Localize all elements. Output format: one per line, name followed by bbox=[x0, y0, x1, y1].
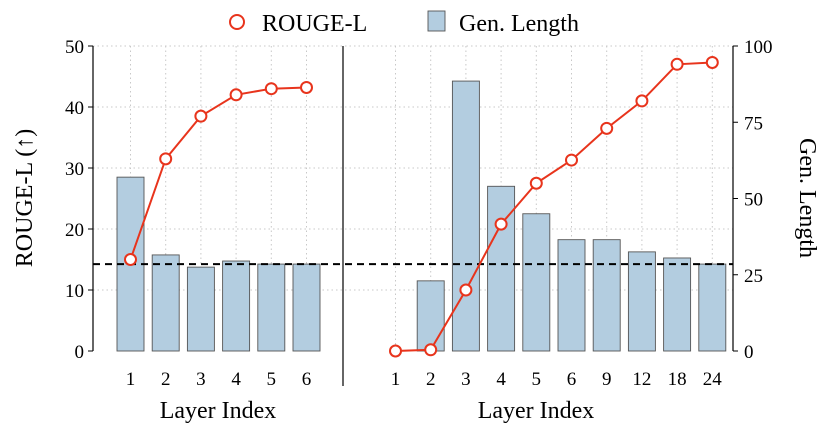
rouge-point bbox=[635, 94, 649, 108]
right-tick-label: 50 bbox=[744, 190, 763, 211]
gen-length-bar bbox=[222, 260, 251, 352]
legend-length-marker bbox=[427, 10, 446, 32]
x-tick-label: 6 bbox=[302, 369, 312, 390]
gen-length-bar bbox=[257, 263, 286, 352]
left-tick-label: 40 bbox=[65, 98, 84, 119]
gen-length-bar bbox=[186, 266, 215, 352]
gen-length-bar bbox=[557, 239, 586, 352]
rouge-point bbox=[670, 57, 684, 71]
legend-rouge-marker bbox=[229, 14, 245, 30]
right-tick-label: 0 bbox=[744, 342, 754, 363]
x-tick-label: 1 bbox=[391, 369, 401, 390]
x-tick-label: 2 bbox=[426, 369, 436, 390]
x-tick-label: 1 bbox=[126, 369, 136, 390]
rouge-point bbox=[300, 80, 313, 94]
rouge-point bbox=[124, 253, 137, 266]
rouge-point bbox=[565, 153, 578, 167]
x-tick-label: 24 bbox=[703, 369, 723, 390]
x-tick-label: 5 bbox=[267, 369, 277, 390]
left-tick-label: 10 bbox=[65, 281, 84, 302]
rouge-layer bbox=[124, 55, 719, 358]
left-tick-label: 50 bbox=[65, 37, 84, 58]
x-tick-label: 3 bbox=[196, 369, 206, 390]
gen-length-bar bbox=[487, 185, 516, 352]
left-tick-label: 20 bbox=[65, 220, 84, 241]
x-tick-label: 12 bbox=[632, 369, 651, 390]
x-tick-label: 18 bbox=[668, 369, 687, 390]
rouge-point bbox=[600, 121, 614, 135]
left-tick-label: 30 bbox=[65, 159, 84, 180]
rouge-point bbox=[529, 176, 543, 190]
rouge-point bbox=[705, 55, 719, 69]
x-tick-label: 6 bbox=[567, 369, 577, 390]
gen-length-bar bbox=[416, 280, 445, 352]
gen-length-bar bbox=[451, 80, 480, 352]
legend: ROUGE-L Gen. Length bbox=[229, 10, 579, 37]
x-tick-label: 4 bbox=[496, 369, 506, 390]
bars-layer bbox=[116, 80, 727, 352]
gen-length-bar bbox=[151, 254, 180, 352]
gen-length-bar bbox=[698, 263, 727, 352]
gen-length-bar bbox=[592, 239, 621, 352]
x-tick-label: 2 bbox=[161, 369, 171, 390]
rouge-point bbox=[229, 88, 243, 102]
rouge-line bbox=[129, 86, 307, 260]
gen-length-bar bbox=[522, 213, 551, 352]
gen-length-bar bbox=[627, 251, 656, 352]
rouge-point bbox=[459, 283, 473, 297]
gen-length-bar bbox=[292, 263, 321, 352]
right-tick-label: 25 bbox=[744, 266, 763, 287]
x-tick-label: 5 bbox=[532, 369, 542, 390]
rouge-point bbox=[159, 152, 173, 166]
right-axis-title: Gen. Length bbox=[794, 138, 820, 258]
x-tick-label: 9 bbox=[602, 369, 612, 390]
rouge-line bbox=[395, 61, 713, 352]
x-tick-label: 4 bbox=[231, 369, 241, 390]
legend-length-label: Gen. Length bbox=[459, 11, 579, 37]
legend-rouge-label: ROUGE-L bbox=[262, 11, 367, 37]
x-axis-title-left: Layer Index bbox=[160, 398, 277, 424]
right-tick-label: 75 bbox=[744, 113, 763, 134]
left-axis-title: ROUGE-L (↑) bbox=[12, 129, 38, 267]
rouge-point bbox=[424, 343, 438, 357]
right-tick-label: 100 bbox=[744, 37, 773, 58]
x-axis-title-right: Layer Index bbox=[478, 398, 595, 424]
gen-length-bar bbox=[663, 257, 692, 352]
rouge-point bbox=[264, 82, 278, 96]
rouge-point bbox=[194, 109, 208, 123]
x-tick-label: 3 bbox=[461, 369, 471, 390]
rouge-point bbox=[494, 217, 508, 231]
rouge-point bbox=[389, 344, 402, 358]
left-tick-label: 0 bbox=[75, 342, 85, 363]
